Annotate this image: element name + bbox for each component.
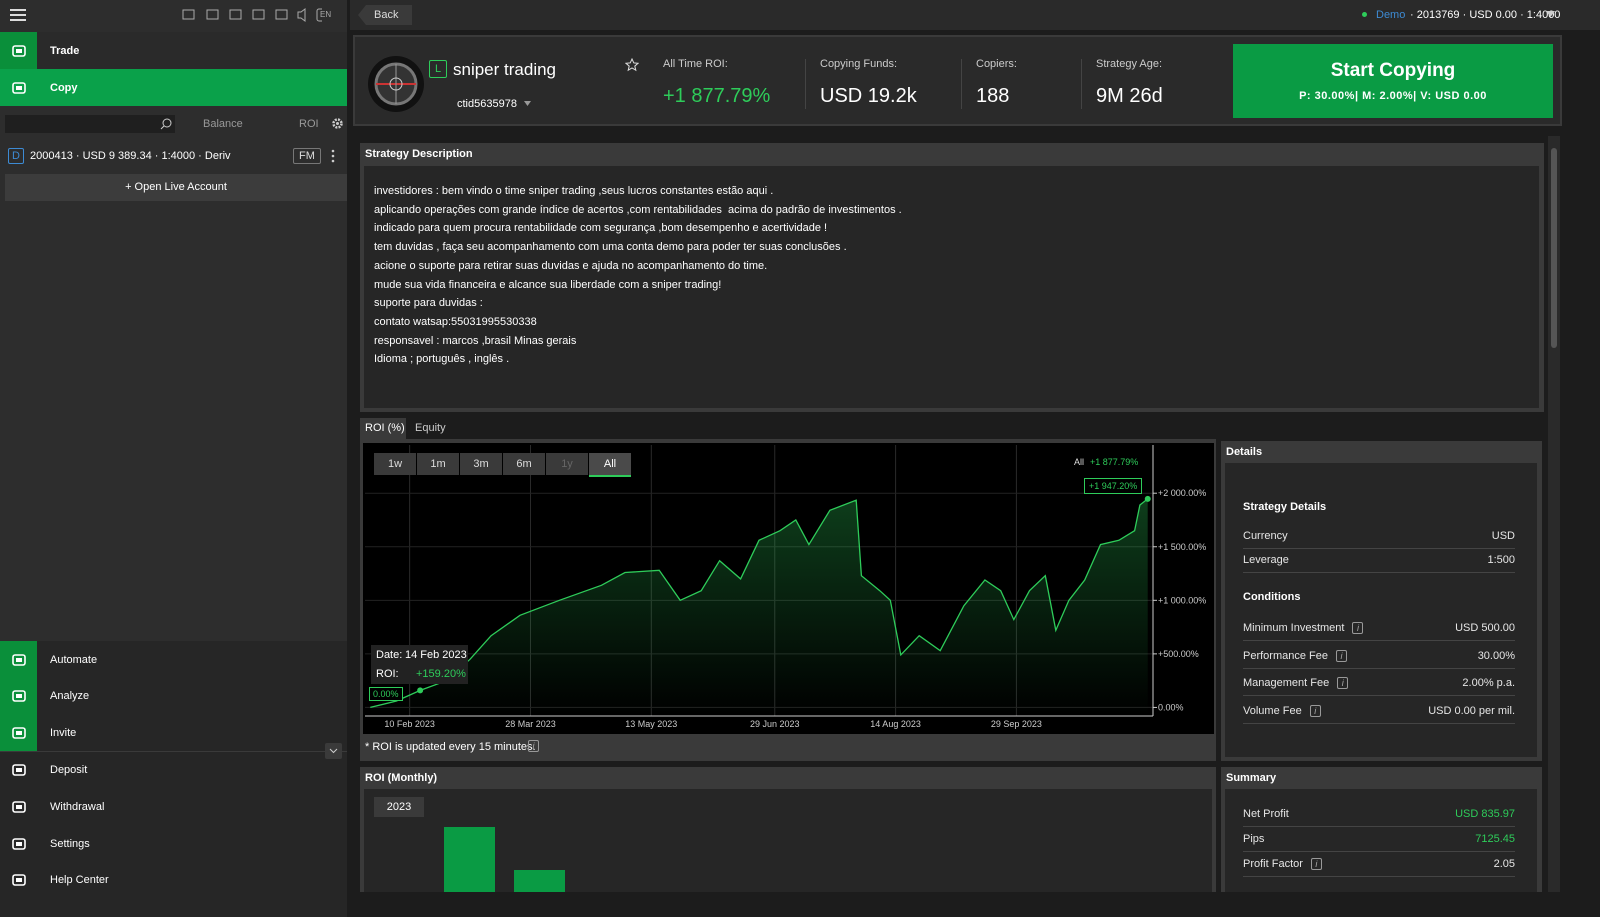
range-button[interactable]: All: [589, 453, 631, 477]
detail-label: Performance Fee i: [1243, 650, 1347, 662]
info-icon[interactable]: i: [528, 740, 539, 752]
chart-note: * ROI is updated every 15 minutes.: [365, 741, 536, 753]
detail-row: Pips 7125.45: [1243, 826, 1515, 852]
tooltip-date: 14 Feb 2023: [405, 649, 467, 661]
detail-label: Minimum Investment i: [1243, 622, 1363, 634]
point: [417, 687, 423, 693]
range-buttons: 1w1m3m6m1yAll: [374, 453, 632, 477]
detail-label-text: Leverage: [1243, 554, 1289, 566]
detail-row: Minimum Investment i USD 500.00: [1243, 615, 1515, 641]
info-icon[interactable]: i: [1337, 677, 1348, 689]
detail-label: Net Profit: [1243, 808, 1289, 820]
chart-summary-label: All: [1074, 457, 1084, 467]
detail-label: Pips: [1243, 833, 1264, 845]
range-button[interactable]: 3m: [460, 453, 502, 475]
detail-value: USD 835.97: [1455, 808, 1515, 820]
detail-value: 2.05: [1494, 858, 1515, 870]
detail-value: USD 500.00: [1455, 622, 1515, 634]
monthly-panel: ROI (Monthly) 2023: [360, 767, 1216, 892]
info-icon[interactable]: i: [1352, 622, 1363, 634]
detail-label: Management Fee i: [1243, 677, 1348, 689]
chart-summary-value: +1 877.79%: [1090, 457, 1138, 467]
monthly-bar: [444, 827, 495, 892]
detail-value: 2.00% p.a.: [1462, 677, 1515, 689]
y-tick-label: +1 500.00%: [1158, 542, 1206, 552]
tooltip-date-label: Date:: [376, 649, 402, 661]
detail-row: Leverage 1:500: [1243, 547, 1515, 573]
section-title: Strategy Details: [1243, 501, 1326, 513]
range-button[interactable]: 1w: [374, 453, 416, 475]
detail-value: 1:500: [1487, 554, 1515, 566]
summary-body: Net Profit USD 835.97 Pips 7125.45 Profit Fa…: [1225, 789, 1537, 892]
year-button[interactable]: 2023: [374, 797, 424, 817]
first-value-label: 0.00%: [369, 687, 403, 701]
y-tick-label: +500.00%: [1158, 649, 1199, 659]
detail-label-text: Management Fee: [1243, 677, 1329, 689]
detail-row: Net Profit USD 835.97: [1243, 801, 1515, 827]
detail-label-text: Pips: [1243, 833, 1264, 845]
last-value-label: +1 947.20%: [1084, 478, 1142, 494]
detail-label-text: Currency: [1243, 530, 1288, 542]
detail-value: 30.00%: [1478, 650, 1515, 662]
y-tick-label: 0.00%: [1158, 702, 1184, 712]
x-tick-label: 13 May 2023: [625, 719, 677, 729]
range-button[interactable]: 6m: [503, 453, 545, 475]
detail-value: USD: [1492, 530, 1515, 542]
summary-panel: Summary Net ProfitUSD 835.97Pips7125.45P…: [1221, 767, 1542, 892]
detail-label-text: Minimum Investment: [1243, 622, 1344, 634]
section-title: Conditions: [1243, 591, 1300, 603]
summary-title: Summary: [1226, 772, 1276, 784]
tooltip-roi: +159.20%: [416, 668, 466, 680]
x-tick-label: 28 Mar 2023: [505, 719, 556, 729]
tooltip: Date: 14 Feb 2023 ROI: +159.20%: [371, 645, 468, 684]
detail-row: Volume Fee i USD 0.00 per mil.: [1243, 698, 1515, 724]
detail-label-text: Performance Fee: [1243, 650, 1328, 662]
info-icon[interactable]: i: [1310, 705, 1321, 717]
detail-label: Volume Fee i: [1243, 705, 1321, 717]
detail-label: Currency: [1243, 530, 1288, 542]
x-tick-label: 29 Jun 2023: [750, 719, 800, 729]
detail-label: Profit Factor i: [1243, 858, 1322, 870]
x-tick-label: 29 Sep 2023: [991, 719, 1042, 729]
y-tick-label: +2 000.00%: [1158, 488, 1206, 498]
details-title: Details: [1226, 446, 1262, 458]
monthly-title: ROI (Monthly): [365, 772, 437, 784]
monthly-bar: [514, 870, 565, 892]
detail-value: 7125.45: [1475, 833, 1515, 845]
detail-label-text: Net Profit: [1243, 808, 1289, 820]
detail-label-text: Profit Factor: [1243, 858, 1303, 870]
info-icon[interactable]: i: [1311, 858, 1322, 870]
detail-row: Performance Fee i 30.00%: [1243, 643, 1515, 669]
detail-row: Currency USD: [1243, 523, 1515, 549]
x-tick-label: 10 Feb 2023: [384, 719, 435, 729]
detail-value: USD 0.00 per mil.: [1428, 705, 1515, 717]
detail-label: Leverage: [1243, 554, 1289, 566]
point: [1145, 496, 1151, 502]
tooltip-roi-label: ROI:: [376, 668, 399, 680]
info-icon[interactable]: i: [1336, 650, 1347, 662]
y-tick-label: +1 000.00%: [1158, 595, 1206, 605]
x-tick-label: 14 Aug 2023: [870, 719, 921, 729]
range-button[interactable]: 1y: [546, 453, 588, 475]
scrollbar[interactable]: [1548, 136, 1560, 892]
range-button[interactable]: 1m: [417, 453, 459, 475]
details-body: Strategy Details Currency USD Leverage 1:500…: [1225, 463, 1537, 757]
monthly-body: 2023: [364, 789, 1212, 892]
detail-row: Management Fee i 2.00% p.a.: [1243, 670, 1515, 696]
details-panel: Details Strategy Details Currency USD Lever…: [1221, 441, 1542, 761]
detail-row: Profit Factor i 2.05: [1243, 851, 1515, 877]
detail-label-text: Volume Fee: [1243, 705, 1302, 717]
